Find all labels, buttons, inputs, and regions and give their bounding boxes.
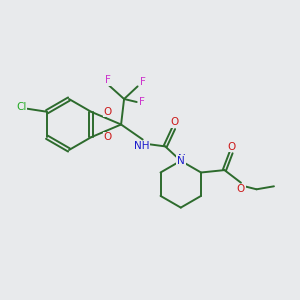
Text: Cl: Cl (16, 102, 27, 112)
Text: N: N (178, 154, 185, 164)
Text: NH: NH (134, 141, 150, 152)
Text: O: O (103, 106, 112, 116)
Text: F: F (139, 97, 145, 107)
Text: F: F (105, 75, 110, 85)
Text: N: N (177, 156, 185, 166)
Text: O: O (103, 133, 112, 142)
Text: O: O (227, 142, 236, 152)
Text: O: O (237, 184, 245, 194)
Text: F: F (140, 77, 146, 87)
Text: O: O (170, 117, 178, 128)
